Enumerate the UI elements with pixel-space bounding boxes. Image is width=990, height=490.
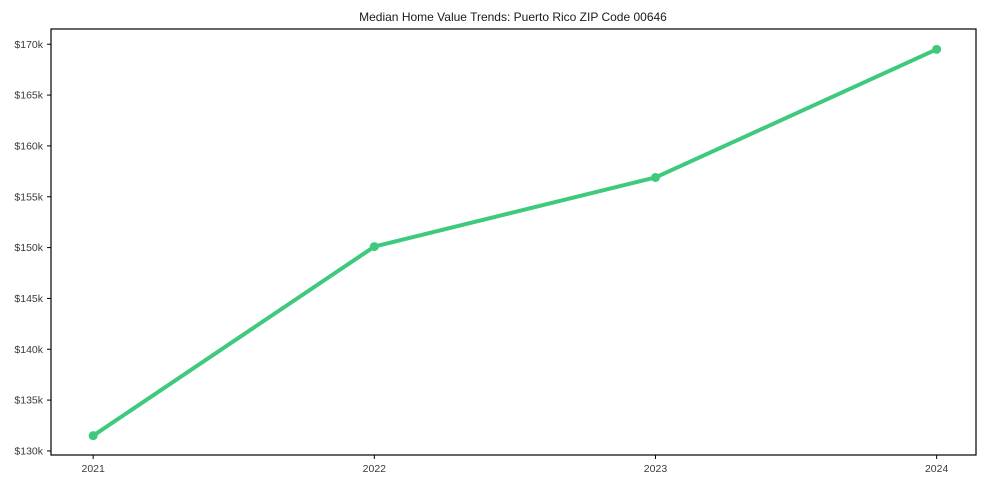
y-tick-label: $165k bbox=[14, 90, 43, 102]
y-tick-label: $145k bbox=[14, 293, 43, 305]
x-tick-label: 2023 bbox=[644, 463, 668, 475]
data-point bbox=[369, 242, 379, 252]
x-tick-label: 2024 bbox=[925, 463, 949, 475]
y-tick-label: $135k bbox=[14, 395, 43, 407]
x-tick-label: 2022 bbox=[363, 463, 387, 475]
y-tick-label: $130k bbox=[14, 445, 43, 457]
data-point bbox=[932, 44, 942, 54]
y-tick-label: $140k bbox=[14, 344, 43, 356]
y-tick-label: $170k bbox=[14, 39, 43, 51]
chart-title: Median Home Value Trends: Puerto Rico ZI… bbox=[359, 10, 667, 24]
y-tick-label: $155k bbox=[14, 191, 43, 203]
trend-line bbox=[91, 47, 939, 438]
x-tick-label: 2021 bbox=[81, 463, 105, 475]
y-tick-label: $160k bbox=[14, 140, 43, 152]
data-point bbox=[88, 431, 98, 441]
y-tick-label: $150k bbox=[14, 242, 43, 254]
plot-border bbox=[50, 28, 977, 456]
data-point bbox=[650, 172, 660, 182]
